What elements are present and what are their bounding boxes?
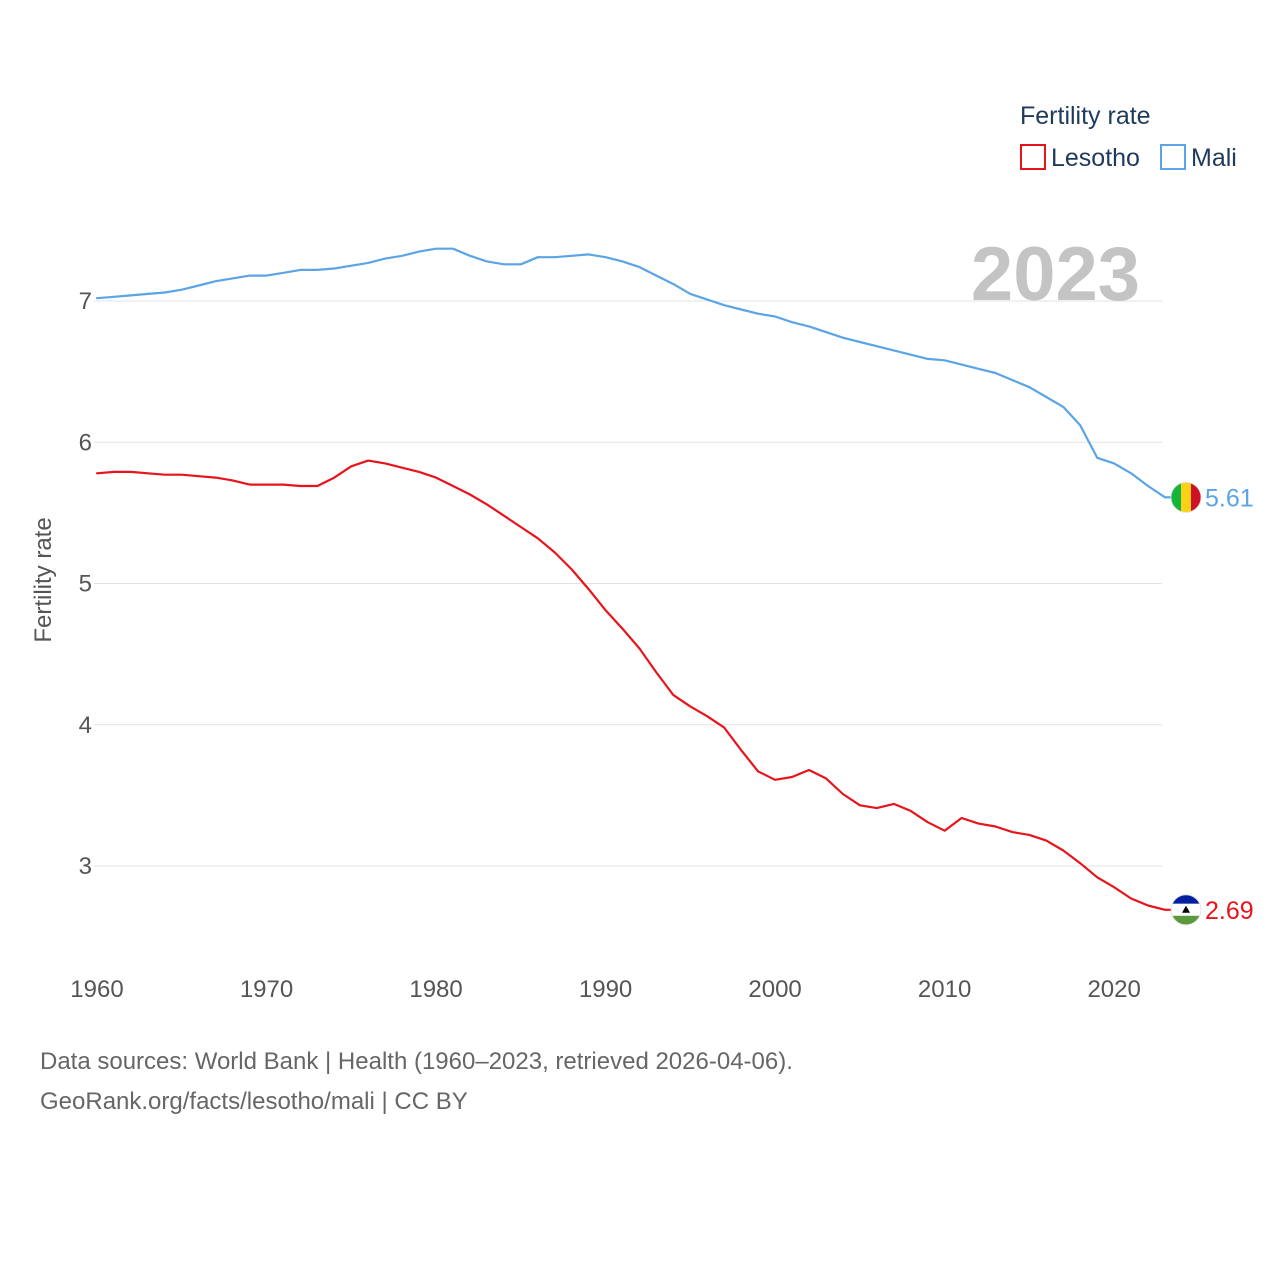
x-tick-label: 1960	[70, 976, 123, 1003]
source-line-2: GeoRank.org/facts/lesotho/mali | CC BY	[40, 1088, 468, 1115]
x-tick-label: 2010	[918, 976, 971, 1003]
end-markers: 2.69 5.61	[1165, 481, 1254, 926]
y-tick-label: 4	[79, 712, 92, 739]
y-tick-label: 3	[79, 853, 92, 880]
legend-label-mali[interactable]: Mali	[1191, 144, 1237, 172]
legend-label-lesotho[interactable]: Lesotho	[1051, 144, 1140, 172]
legend-swatch-mali[interactable]	[1160, 144, 1186, 170]
legend-swatch-lesotho[interactable]	[1020, 144, 1046, 170]
legend-title: Fertility rate	[1020, 102, 1151, 130]
series-lines	[95, 247, 1167, 911]
source-line-1: Data sources: World Bank | Health (1960–…	[40, 1048, 793, 1075]
x-tick-label: 1970	[240, 976, 293, 1003]
year-label: 2023	[971, 232, 1140, 317]
mali-flag-icon	[1170, 481, 1202, 513]
x-tick-label: 2000	[748, 976, 801, 1003]
end-value-lesotho: 2.69	[1205, 897, 1254, 925]
y-axis: 3 4 5 6 7	[79, 288, 92, 880]
y-tick-label: 5	[79, 571, 92, 598]
legend: Fertility rate Lesotho Mali	[1020, 102, 1237, 172]
y-tick-label: 7	[79, 288, 92, 315]
x-tick-label: 1990	[579, 976, 632, 1003]
series-line-mali[interactable]	[95, 247, 1167, 499]
lesotho-flag-icon	[1170, 894, 1202, 926]
y-tick-label: 6	[79, 429, 92, 456]
y-axis-title: Fertility rate	[30, 517, 57, 642]
source-note: Data sources: World Bank | Health (1960–…	[40, 1042, 793, 1122]
series-line-lesotho[interactable]	[95, 459, 1167, 911]
x-axis: 1960 1970 1980 1990 2000 2010 2020	[70, 976, 1141, 1003]
grid	[94, 300, 1162, 867]
x-tick-label: 2020	[1087, 976, 1140, 1003]
end-value-mali: 5.61	[1205, 484, 1254, 512]
x-tick-label: 1980	[409, 976, 462, 1003]
